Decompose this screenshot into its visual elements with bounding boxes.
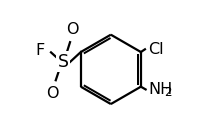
Text: F: F: [36, 43, 45, 58]
Text: NH: NH: [148, 82, 173, 97]
Text: 2: 2: [164, 86, 172, 99]
Text: O: O: [67, 22, 79, 37]
Text: Cl: Cl: [148, 42, 164, 57]
Text: S: S: [58, 53, 69, 71]
Text: O: O: [46, 86, 59, 101]
